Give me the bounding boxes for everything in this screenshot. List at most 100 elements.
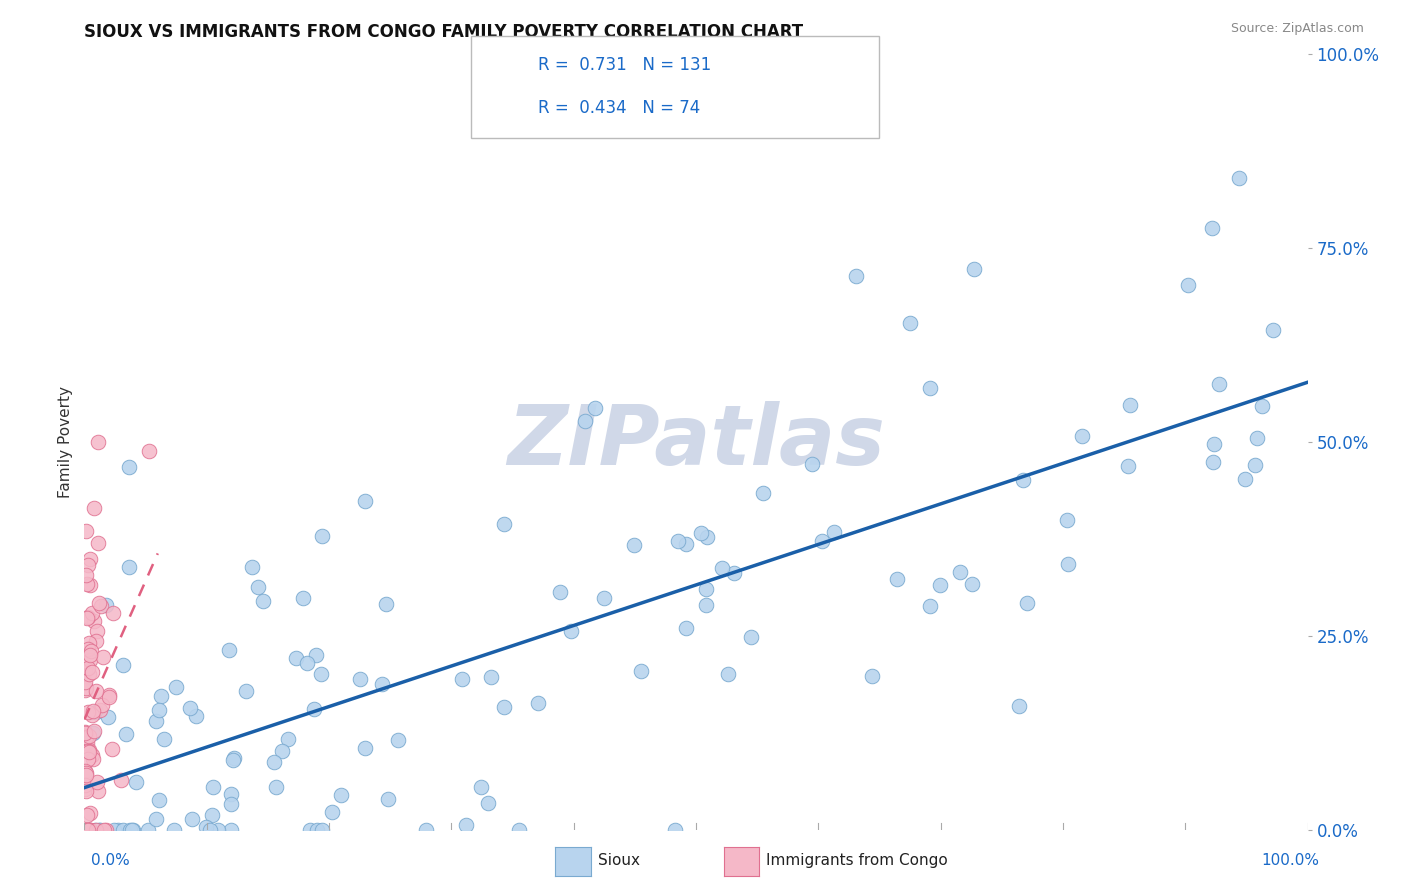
Point (752, 486, 775, 500)
Point (1008, 698, 1031, 713)
Point (1233, 472, 1256, 486)
Point (73, 726, 96, 740)
Point (1056, 513, 1078, 527)
Point (179, 700, 201, 714)
Point (145, 714, 167, 728)
Point (1246, 431, 1268, 445)
Point (87, 536, 110, 550)
Point (84, 822, 107, 837)
Point (1229, 171, 1251, 186)
Point (823, 524, 845, 539)
Point (371, 677, 394, 691)
Point (1202, 455, 1225, 469)
Point (77, 822, 100, 837)
Point (87, 784, 110, 798)
Point (235, 684, 257, 698)
Point (75, 682, 97, 697)
Point (664, 822, 686, 837)
Point (717, 667, 740, 681)
Point (1011, 473, 1033, 487)
Point (115, 727, 138, 741)
Point (374, 597, 396, 611)
Point (83, 614, 105, 628)
Point (75, 567, 97, 582)
Point (79, 648, 101, 663)
Point (508, 822, 530, 837)
Point (75, 681, 97, 696)
Point (73, 764, 96, 778)
Point (222, 753, 245, 767)
Point (527, 696, 550, 710)
Point (79, 822, 101, 837)
Point (845, 268, 868, 283)
Point (349, 672, 371, 686)
Text: SIOUX VS IMMIGRANTS FROM CONGO FAMILY POVERTY CORRELATION CHART: SIOUX VS IMMIGRANTS FROM CONGO FAMILY PO… (84, 23, 803, 41)
Point (277, 731, 299, 746)
Point (630, 664, 652, 678)
Text: Source: ZipAtlas.com: Source: ZipAtlas.com (1230, 22, 1364, 36)
Point (149, 689, 172, 703)
Point (198, 822, 221, 837)
Point (77, 667, 100, 681)
Point (470, 780, 492, 795)
Point (75, 768, 97, 782)
Point (103, 822, 125, 837)
Point (200, 808, 222, 822)
Point (75, 783, 97, 797)
Text: ZIPatlas: ZIPatlas (508, 401, 884, 482)
Point (207, 822, 229, 837)
Point (1118, 398, 1140, 412)
Point (76, 736, 98, 750)
Point (695, 598, 717, 612)
Point (77, 641, 100, 656)
Point (305, 822, 328, 837)
Point (266, 780, 288, 795)
Point (666, 533, 689, 548)
Text: 0.0%: 0.0% (91, 854, 131, 868)
Point (929, 578, 952, 592)
Point (73, 674, 96, 689)
Point (87, 434, 110, 449)
Point (145, 812, 167, 826)
Point (219, 797, 242, 811)
Point (76, 611, 98, 625)
Point (548, 585, 571, 599)
Point (450, 672, 472, 686)
Point (73, 664, 96, 678)
Point (330, 789, 353, 803)
Point (1251, 399, 1274, 413)
Point (298, 822, 321, 837)
Point (377, 792, 399, 806)
Point (723, 566, 745, 580)
Point (83, 501, 105, 516)
Point (73, 725, 96, 739)
Point (97, 690, 120, 704)
Point (148, 792, 170, 806)
Point (492, 516, 515, 531)
Point (477, 796, 499, 810)
Point (86, 634, 108, 648)
Point (165, 680, 187, 694)
Point (810, 534, 832, 549)
Point (90, 599, 112, 614)
Point (77, 558, 100, 573)
Point (710, 560, 733, 574)
Point (82, 705, 104, 719)
Point (592, 591, 614, 606)
Point (86, 774, 108, 789)
Point (675, 537, 697, 551)
Point (84, 822, 107, 837)
Point (82, 752, 104, 766)
Point (118, 459, 141, 474)
Point (138, 443, 160, 458)
Point (574, 414, 596, 428)
Point (311, 529, 333, 543)
Point (93, 822, 115, 837)
Point (89, 703, 111, 717)
Point (118, 559, 141, 574)
Point (246, 580, 269, 594)
Point (75, 731, 97, 745)
Point (73, 781, 96, 796)
Point (163, 822, 186, 837)
Point (75, 779, 97, 793)
